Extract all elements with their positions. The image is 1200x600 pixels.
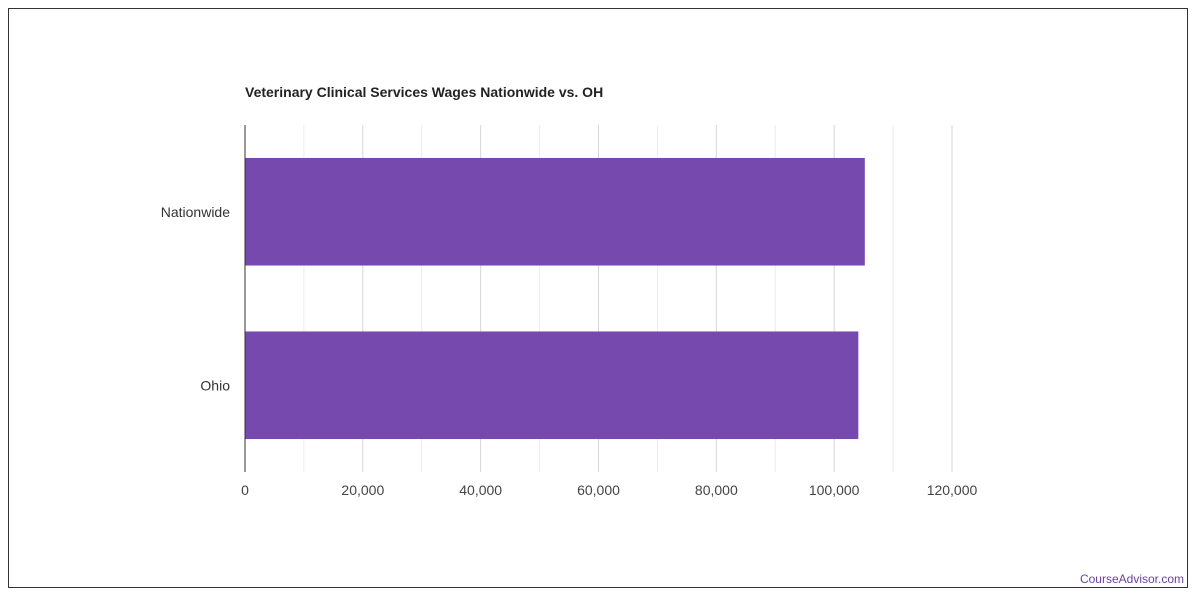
- x-tick-label: 120,000: [927, 482, 978, 498]
- x-tick-label: 60,000: [577, 482, 620, 498]
- x-tick-label: 20,000: [341, 482, 384, 498]
- bars: [245, 157, 865, 440]
- bar-ohio[interactable]: [245, 331, 859, 440]
- x-tick-label: 40,000: [459, 482, 502, 498]
- category-label: Nationwide: [161, 204, 230, 220]
- category-label: Ohio: [200, 377, 230, 393]
- source-credit[interactable]: CourseAdvisor.com: [1079, 572, 1184, 586]
- x-tick-label: 100,000: [809, 482, 860, 498]
- x-tick-label: 0: [241, 482, 249, 498]
- x-tick-label: 80,000: [695, 482, 738, 498]
- labels: Nationwide Ohio 0 20,000 40,000 60,000 80,000 1…: [161, 204, 978, 498]
- bar-nationwide[interactable]: [245, 157, 865, 266]
- chart-title: Veterinary Clinical Services Wages Natio…: [245, 84, 604, 100]
